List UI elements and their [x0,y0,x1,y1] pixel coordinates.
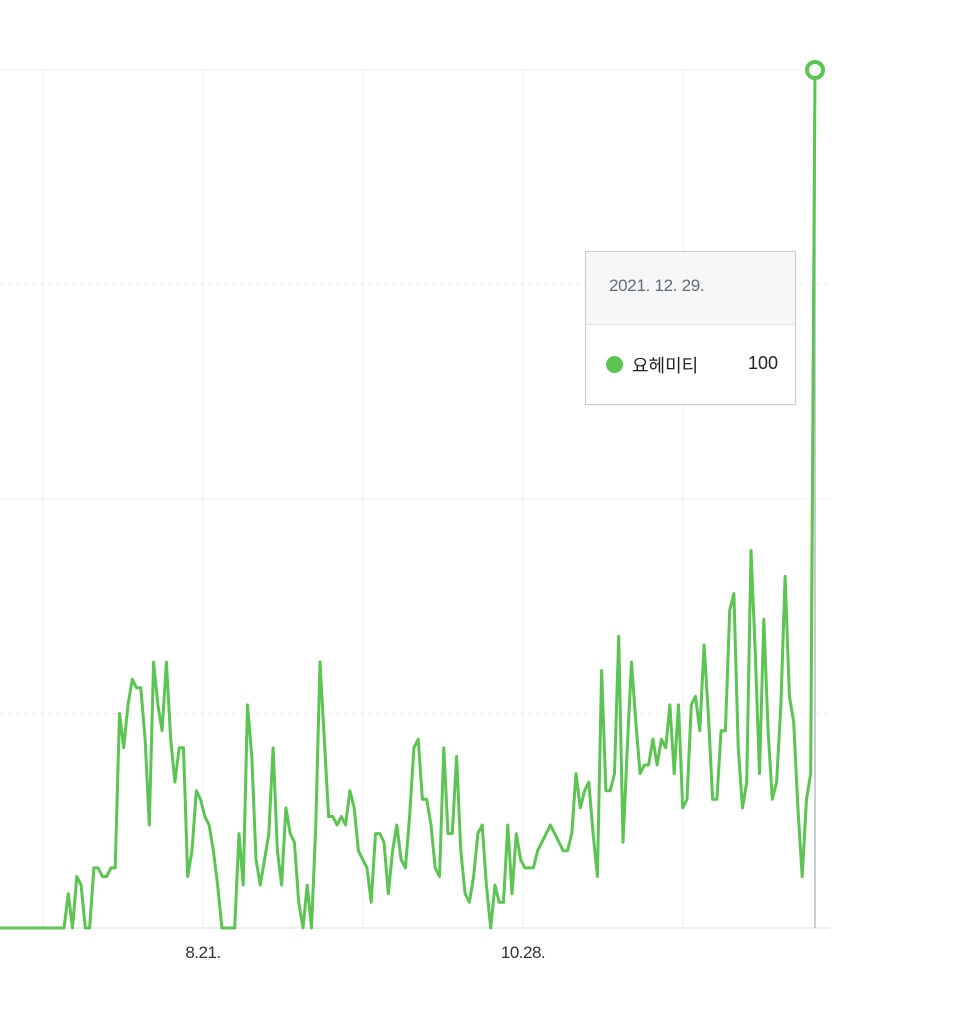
hover-tooltip: 2021. 12. 29. 요헤미티 100 [585,251,796,405]
tooltip-date: 2021. 12. 29. [586,252,795,325]
tooltip-value: 100 [747,353,778,373]
series-color-dot [606,356,623,373]
horizontal-gridlines [0,69,830,929]
tooltip-series-name: 요헤미티 [632,356,699,376]
x-tick-label: 10.28. [500,943,546,962]
series-line [0,69,817,930]
x-tick-label: 8.21. [185,943,221,962]
highlighted-data-point[interactable] [805,60,825,80]
tooltip-series-row: 요헤미티 100 [586,325,795,405]
series-group [0,60,825,930]
